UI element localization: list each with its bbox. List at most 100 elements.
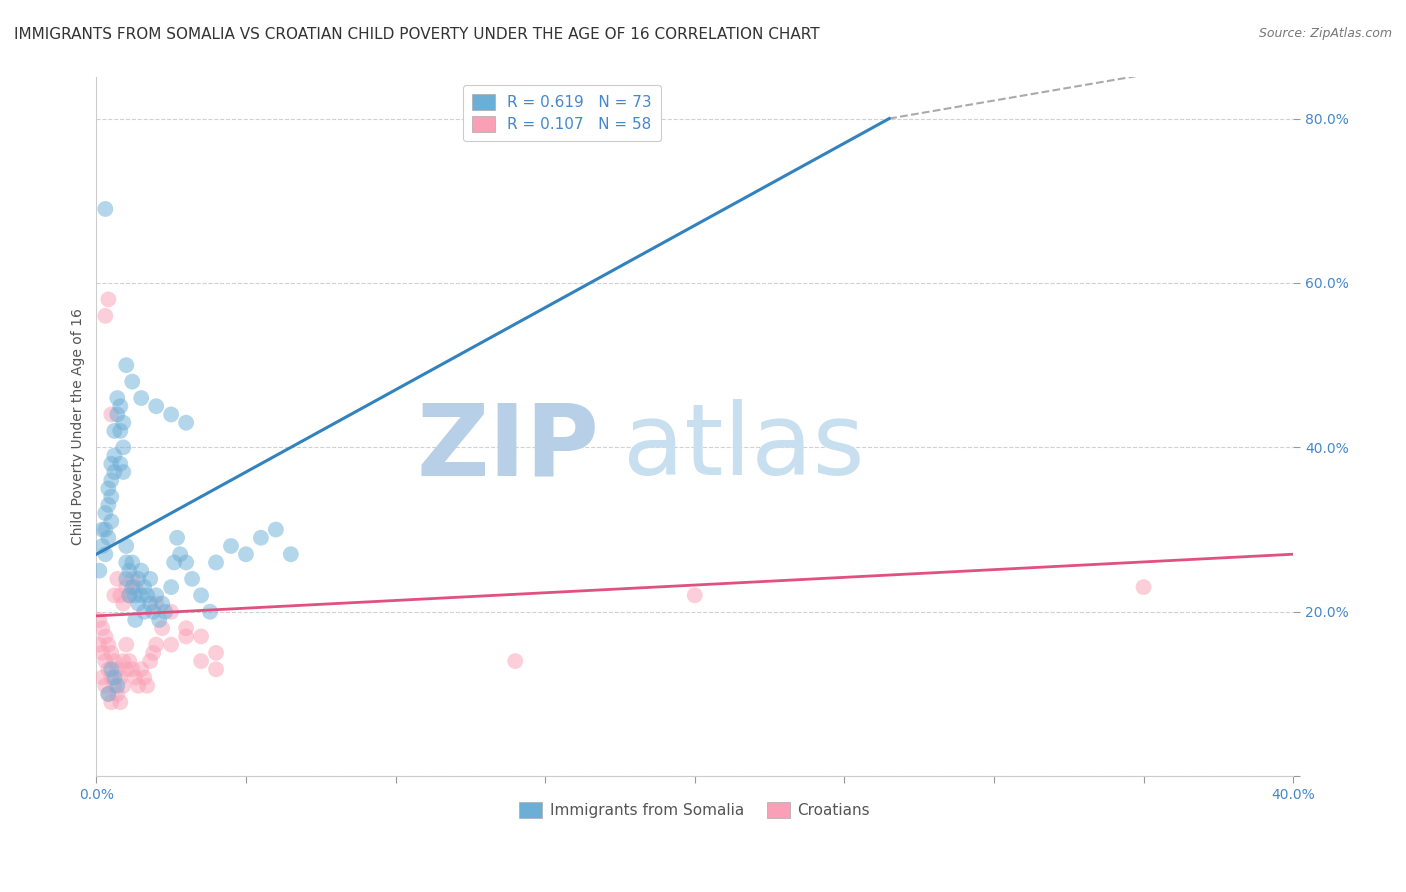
Point: [112, 416, 135, 430]
Point: [103, 588, 125, 602]
Point: [94, 654, 117, 668]
Point: [105, 391, 128, 405]
Point: [153, 605, 176, 619]
Point: [89, 638, 111, 652]
Point: [103, 449, 125, 463]
Point: [105, 662, 128, 676]
Point: [115, 638, 138, 652]
Point: [100, 646, 122, 660]
Point: [105, 572, 128, 586]
Point: [115, 358, 138, 372]
Point: [121, 556, 143, 570]
Point: [121, 375, 143, 389]
Point: [91, 621, 114, 635]
Point: [190, 588, 212, 602]
Point: [174, 621, 197, 635]
Point: [94, 309, 117, 323]
Point: [97, 531, 120, 545]
Point: [105, 679, 128, 693]
Point: [129, 564, 152, 578]
Point: [134, 605, 156, 619]
Point: [112, 465, 135, 479]
Point: [124, 580, 146, 594]
Point: [110, 399, 132, 413]
Point: [103, 654, 125, 668]
Point: [100, 473, 122, 487]
Point: [139, 572, 162, 586]
Point: [124, 671, 146, 685]
Point: [174, 556, 197, 570]
Point: [160, 605, 183, 619]
Point: [91, 671, 114, 685]
Point: [1132, 580, 1154, 594]
Point: [683, 588, 706, 602]
Text: IMMIGRANTS FROM SOMALIA VS CROATIAN CHILD POVERTY UNDER THE AGE OF 16 CORRELATIO: IMMIGRANTS FROM SOMALIA VS CROATIAN CHIL…: [14, 27, 820, 42]
Point: [115, 539, 138, 553]
Point: [145, 638, 167, 652]
Point: [134, 580, 156, 594]
Point: [110, 671, 132, 685]
Point: [150, 621, 173, 635]
Point: [105, 687, 128, 701]
Point: [118, 654, 141, 668]
Point: [129, 662, 152, 676]
Point: [97, 662, 120, 676]
Point: [94, 547, 117, 561]
Point: [110, 695, 132, 709]
Point: [145, 399, 167, 413]
Point: [103, 465, 125, 479]
Text: Source: ZipAtlas.com: Source: ZipAtlas.com: [1258, 27, 1392, 40]
Point: [94, 523, 117, 537]
Point: [112, 654, 135, 668]
Point: [264, 523, 287, 537]
Point: [110, 588, 132, 602]
Point: [503, 654, 526, 668]
Point: [121, 572, 143, 586]
Point: [115, 580, 138, 594]
Point: [97, 293, 120, 307]
Point: [139, 597, 162, 611]
Point: [150, 597, 173, 611]
Point: [160, 638, 183, 652]
Point: [118, 564, 141, 578]
Point: [94, 629, 117, 643]
Point: [121, 662, 143, 676]
Point: [127, 572, 149, 586]
Point: [129, 588, 152, 602]
Point: [139, 654, 162, 668]
Point: [100, 408, 122, 422]
Point: [136, 588, 159, 602]
Legend: Immigrants from Somalia, Croatians: Immigrants from Somalia, Croatians: [513, 797, 876, 824]
Point: [112, 441, 135, 455]
Point: [100, 671, 122, 685]
Point: [112, 597, 135, 611]
Point: [110, 457, 132, 471]
Point: [110, 424, 132, 438]
Point: [134, 671, 156, 685]
Point: [169, 547, 191, 561]
Point: [100, 695, 122, 709]
Point: [103, 424, 125, 438]
Point: [205, 556, 228, 570]
Point: [145, 588, 167, 602]
Point: [105, 408, 128, 422]
Point: [181, 572, 204, 586]
Point: [103, 679, 125, 693]
Point: [97, 687, 120, 701]
Point: [136, 679, 159, 693]
Point: [163, 556, 186, 570]
Point: [112, 679, 135, 693]
Point: [115, 662, 138, 676]
Point: [145, 597, 167, 611]
Point: [198, 605, 221, 619]
Point: [148, 613, 170, 627]
Point: [190, 654, 212, 668]
Point: [91, 539, 114, 553]
Point: [118, 588, 141, 602]
Point: [160, 408, 183, 422]
Point: [124, 613, 146, 627]
Point: [205, 646, 228, 660]
Point: [89, 613, 111, 627]
Point: [219, 539, 242, 553]
Point: [115, 556, 138, 570]
